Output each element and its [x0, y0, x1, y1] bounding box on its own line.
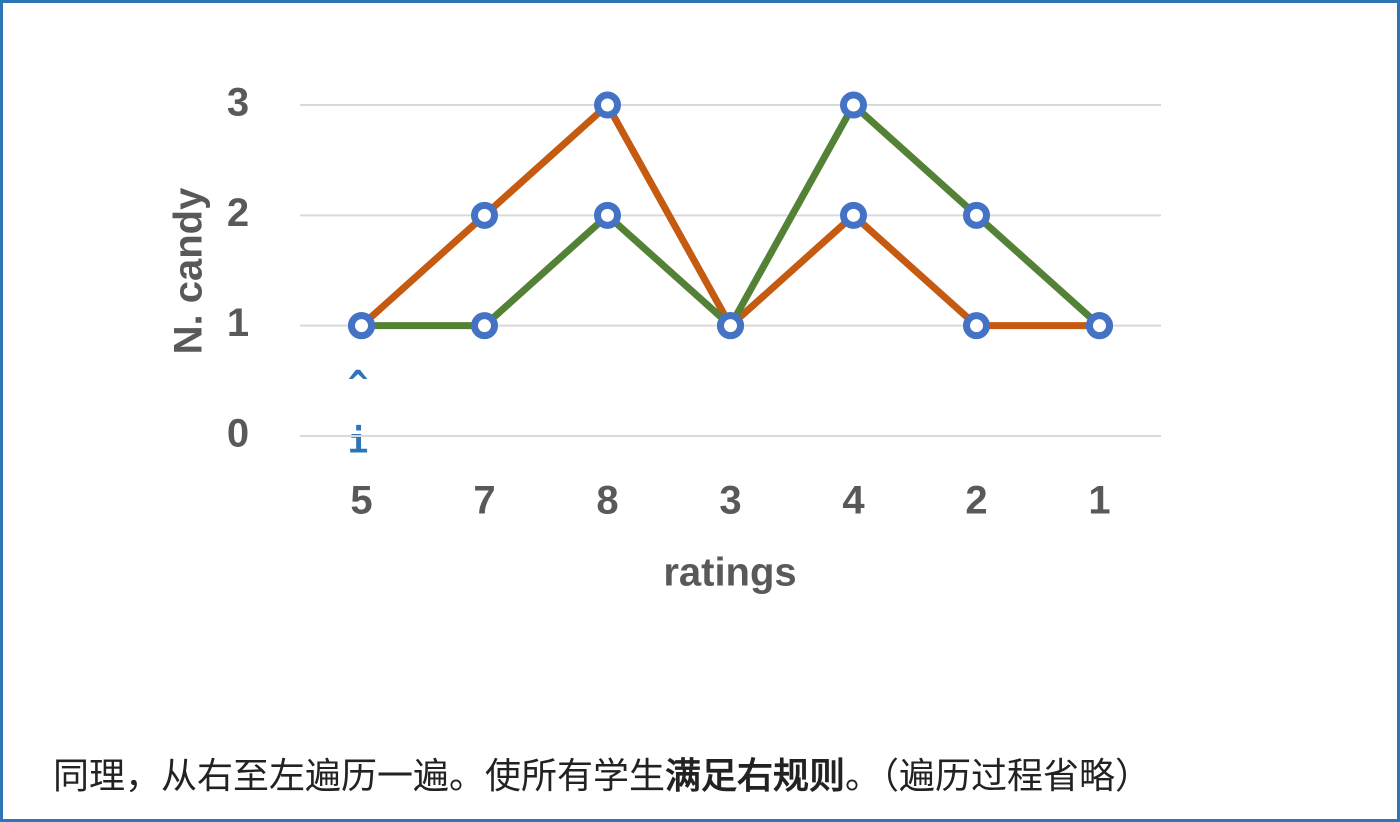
- y-axis-label: N. candy: [167, 187, 211, 354]
- point-marker: [471, 201, 498, 229]
- point-marker: [348, 312, 375, 340]
- point-marker: [471, 312, 498, 340]
- x-tick-label: 4: [842, 479, 865, 523]
- x-tick-label: 8: [596, 479, 618, 523]
- caption-bold: 满足右规则: [665, 755, 846, 796]
- caption-text: 同理，从右至左遍历一遍。使所有学生: [53, 755, 666, 796]
- y-tick-label: 3: [227, 81, 249, 125]
- pointer-caret: ^: [348, 364, 368, 404]
- x-tick-label: 2: [965, 479, 987, 523]
- y-tick-label: 0: [227, 412, 249, 456]
- point-marker: [963, 312, 990, 340]
- caption-text: 。（遍历过程省略）: [845, 755, 1152, 796]
- x-tick-label: 1: [1088, 479, 1110, 523]
- point-marker: [594, 201, 621, 229]
- chart: ratings N. candy ^ i 0 1 2 3 5 7 8 3 4 2 1: [167, 81, 1161, 595]
- point-marker: [963, 201, 990, 229]
- point-marker: [840, 91, 867, 119]
- point-marker: [594, 91, 621, 119]
- x-tick-label: 7: [473, 479, 495, 523]
- x-axis-label: ratings: [663, 551, 796, 595]
- point-marker: [840, 201, 867, 229]
- caption: 同理，从右至左遍历一遍。使所有学生满足右规则。（遍历过程省略）: [53, 747, 1151, 799]
- pointer-index: i: [348, 422, 368, 462]
- x-tick-label: 3: [719, 479, 741, 523]
- y-tick-label: 2: [227, 191, 249, 235]
- point-marker: [717, 312, 744, 340]
- y-tick-label: 1: [227, 301, 249, 345]
- x-tick-label: 5: [350, 479, 372, 523]
- point-marker: [1086, 312, 1113, 340]
